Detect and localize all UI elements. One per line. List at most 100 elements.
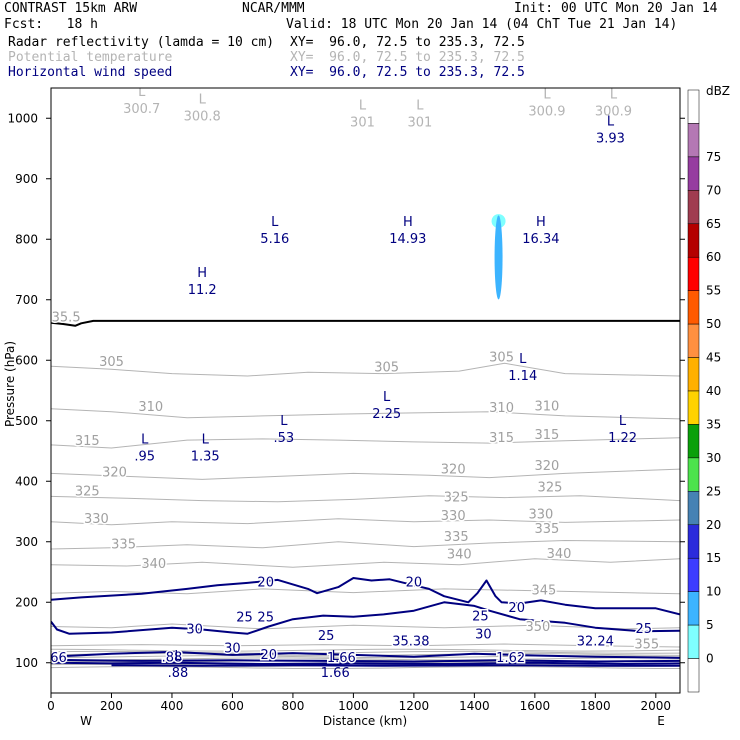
colorbar-swatch: [687, 457, 700, 492]
x-tick-label: 800: [281, 699, 304, 713]
colorbar-level: 10: [706, 585, 721, 599]
colorbar-swatch: [687, 390, 700, 425]
x-tick-label: 1400: [459, 699, 490, 713]
theta-contour-345: [51, 588, 680, 595]
theta-label: 320: [441, 462, 466, 477]
x-end-label-east: E: [657, 714, 665, 728]
wind-contour-30: [51, 650, 680, 659]
colorbar-level: 20: [706, 518, 721, 532]
theta-extremum-type: L: [199, 92, 207, 107]
theta-label: 310: [535, 399, 560, 414]
theta-extremum-type: L: [359, 98, 367, 113]
theta-upper-contour: [51, 648, 680, 652]
wind-label: 35.38: [392, 635, 429, 650]
wind-label: 25: [257, 610, 274, 625]
wind-label: 20: [406, 575, 423, 590]
theta-contour-325: [51, 495, 680, 503]
theta-label: 340: [447, 548, 472, 563]
theta-contour-315: [51, 437, 680, 449]
colorbar-level: 65: [706, 217, 721, 231]
x-tick-label: 2000: [641, 699, 672, 713]
y-tick-label: 500: [15, 414, 38, 428]
theta-label: 335: [535, 522, 560, 537]
colorbar-level: 25: [706, 484, 721, 498]
colorbar-level: 75: [706, 150, 721, 164]
wind-extremum-value: 5.16: [260, 232, 289, 247]
colorbar-swatch: [687, 323, 700, 358]
wind-extremum-value: 2.25: [372, 407, 401, 422]
colorbar-swatch: [687, 190, 700, 225]
colorbar-swatch: [687, 223, 700, 258]
colorbar-level: 55: [706, 284, 721, 298]
theta-extremum-value: 300.7: [123, 102, 160, 117]
wind-extremum-type: H: [197, 266, 207, 281]
wind-label: 25: [472, 609, 489, 624]
colorbar-swatch: [687, 156, 700, 191]
colorbar-swatch: [687, 290, 700, 325]
theta-extremum-type: L: [543, 87, 551, 102]
colorbar-level: 15: [706, 551, 721, 565]
wind-extremum-value: 14.93: [389, 232, 426, 247]
wind-label: 32.24: [577, 635, 614, 650]
x-axis-title: Distance (km): [323, 714, 407, 728]
wind-extremum-value: 3.93: [596, 132, 625, 147]
theta-extremum-type: L: [138, 85, 146, 100]
colorbar-level: 5: [706, 618, 714, 632]
wind-extremum-value: 11.2: [188, 283, 217, 298]
theta-label: 355: [634, 638, 659, 653]
wind-extremum-type: L: [202, 432, 210, 447]
theta-label: 310: [489, 401, 514, 416]
theta-label: 310: [138, 400, 163, 415]
colorbar-swatch: [687, 491, 700, 526]
wind-contour-jet: [51, 661, 680, 665]
theta-extremum-type: L: [416, 98, 424, 113]
colorbar-swatch: [687, 89, 700, 124]
theta-label: 335: [444, 530, 469, 545]
y-tick-label: 200: [15, 595, 38, 609]
y-tick-label: 400: [15, 474, 38, 488]
x-tick-label: 1600: [520, 699, 551, 713]
theta-contour-340: [51, 558, 680, 568]
field-1-name: Radar reflectivity (lamda = 10 cm): [8, 35, 275, 50]
wind-label: 30: [186, 623, 203, 638]
theta-extremum-value: 300.9: [595, 104, 632, 119]
wind-label: 66: [50, 651, 67, 666]
wind-extremum-value: 1.14: [508, 369, 537, 384]
y-tick-label: 700: [15, 293, 38, 307]
y-tick-label: 1000: [7, 111, 38, 125]
wind-extremum-type: L: [332, 649, 340, 664]
colorbar-level: 50: [706, 317, 721, 331]
theta-contour-335: [51, 540, 680, 550]
wind-contour-jet: [51, 658, 680, 663]
theta-label: 330: [441, 509, 466, 524]
forecast-hour: Fcst: 18 h: [4, 17, 98, 32]
theta-label: 330: [84, 512, 109, 527]
theta-label: 340: [141, 557, 166, 572]
wind-label: 20: [508, 601, 525, 616]
wind-label: 30: [224, 641, 241, 656]
colorbar-swatch: [687, 256, 700, 291]
wind-contour-20: [51, 577, 680, 616]
institution-label: NCAR/MMM: [242, 1, 305, 16]
theta-label: 345: [532, 583, 557, 598]
colorbar-level: 35: [706, 417, 721, 431]
wind-extremum-value: 1.66: [321, 666, 350, 681]
theta-contour-surface: [51, 319, 680, 327]
wind-extremum-type: L: [174, 649, 182, 664]
theta-extremum-value: 300.9: [528, 104, 565, 119]
colorbar-swatch: [687, 591, 700, 626]
wind-extremum-value: .88: [168, 666, 189, 681]
theta-contour-330: [51, 518, 680, 526]
wind-extremum-type: H: [403, 215, 413, 230]
model-title: CONTRAST 15km ARW: [4, 1, 138, 16]
theta-label: 325: [444, 491, 469, 506]
field-2-xy: XY= 96.0, 72.5 to 235.3, 72.5: [290, 50, 525, 65]
theta-label: 305: [374, 361, 399, 376]
wind-label: 1.62: [496, 651, 525, 666]
theta-label: 325: [75, 485, 100, 500]
wind-extremum-value: 1.22: [608, 431, 637, 446]
colorbar-swatch: [687, 123, 700, 158]
axes: 100 200 300 400 500 600 700 800 900 1000 0 200 400 60…: [7, 111, 685, 713]
